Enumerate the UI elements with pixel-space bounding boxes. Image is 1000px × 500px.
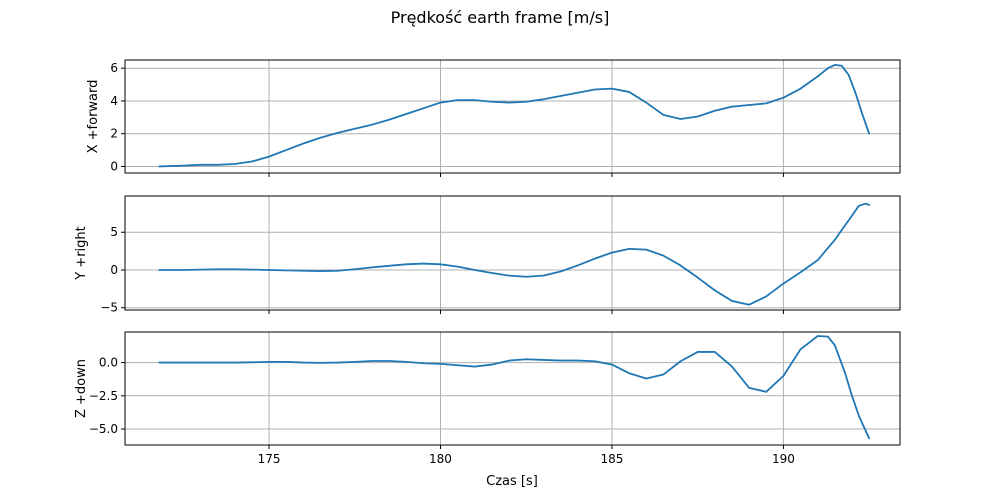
y-tick-label: 6 <box>110 61 118 75</box>
x-axis-label: Czas [s] <box>486 474 538 489</box>
figure-title: Prędkość earth frame [m/s] <box>391 8 610 27</box>
y-tick-label: 0 <box>110 263 118 277</box>
x-tick-label: 190 <box>772 452 795 466</box>
y-tick-label: −2.5 <box>89 389 118 403</box>
y-axis-label: X +forward <box>86 80 101 154</box>
subplot-3: 175 180 185 190 −5.0 −2.5 0.0 Z +down <box>74 331 901 466</box>
x-tick-label: 175 <box>258 452 281 466</box>
series-line <box>158 202 871 306</box>
subplots: 0 2 4 6 X +forward −5 0 5 Y +right 175 180 185 190 −5… <box>74 59 901 466</box>
plot-frame <box>124 59 901 174</box>
y-axis-label: Z +down <box>74 359 89 418</box>
y-tick-label: 2 <box>110 127 118 141</box>
y-tick-label: 5 <box>110 225 118 239</box>
y-tick-label: −5 <box>100 301 118 315</box>
subplot-1: 0 2 4 6 X +forward <box>86 59 901 177</box>
series-line <box>158 64 871 168</box>
subplot-2: −5 0 5 Y +right <box>74 195 901 315</box>
y-axis-label: Y +right <box>74 226 89 281</box>
y-tick-label: −5.0 <box>89 422 118 436</box>
y-tick-label: 4 <box>110 94 118 108</box>
series-line <box>158 335 871 440</box>
plot-frame <box>124 331 901 446</box>
x-tick-label: 180 <box>429 452 452 466</box>
y-tick-label: 0.0 <box>99 356 118 370</box>
y-tick-label: 0 <box>110 159 118 173</box>
plot-frame <box>124 195 901 311</box>
x-tick-label: 185 <box>600 452 623 466</box>
